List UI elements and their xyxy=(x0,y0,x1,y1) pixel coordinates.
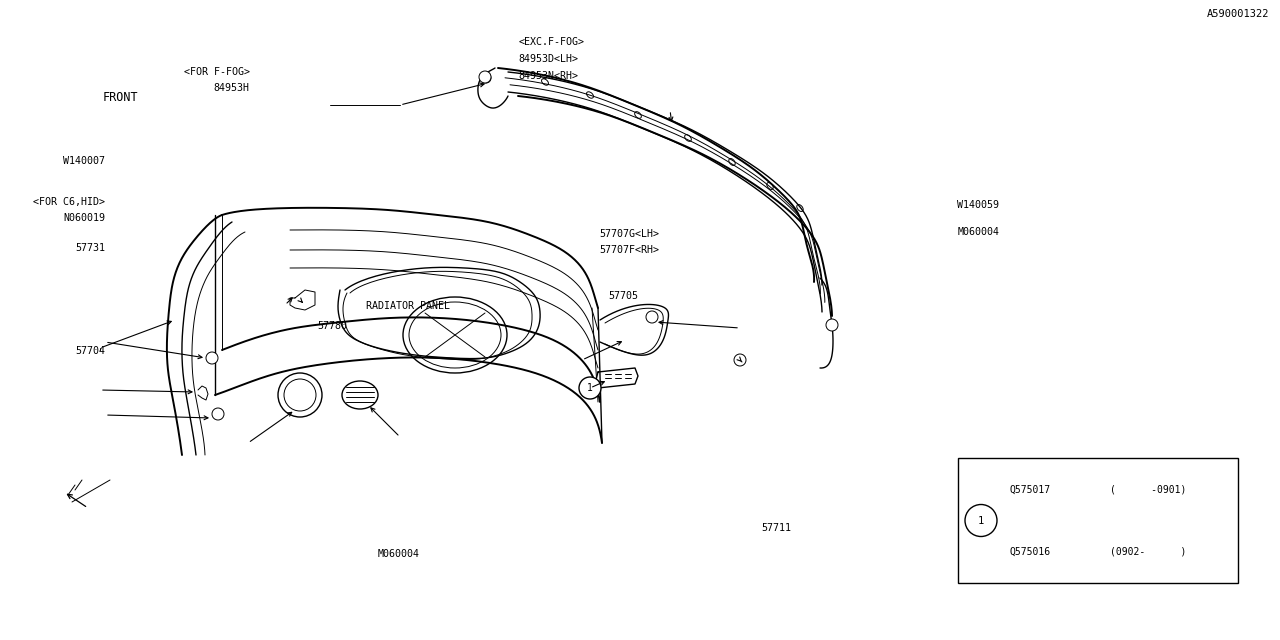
Text: (      -0901): ( -0901) xyxy=(1110,484,1187,494)
Text: (0902-      ): (0902- ) xyxy=(1110,547,1187,557)
Text: 84953D<LH>: 84953D<LH> xyxy=(518,54,579,64)
Text: M060004: M060004 xyxy=(957,227,1000,237)
Text: <EXC.F-FOG>: <EXC.F-FOG> xyxy=(518,37,585,47)
Text: 84953N<RH>: 84953N<RH> xyxy=(518,70,579,81)
Text: W140059: W140059 xyxy=(957,200,1000,210)
Text: 1: 1 xyxy=(978,515,984,525)
Circle shape xyxy=(206,352,218,364)
Text: 57704: 57704 xyxy=(76,346,105,356)
Text: 57780: 57780 xyxy=(317,321,347,332)
Text: <FOR C6,HID>: <FOR C6,HID> xyxy=(33,196,105,207)
Text: <FOR F-FOG>: <FOR F-FOG> xyxy=(183,67,250,77)
Text: A590001322: A590001322 xyxy=(1207,9,1270,19)
Circle shape xyxy=(483,75,489,81)
Text: Q575017: Q575017 xyxy=(1009,484,1050,494)
Circle shape xyxy=(579,377,602,399)
Text: 57711: 57711 xyxy=(762,523,791,533)
Text: Q575016: Q575016 xyxy=(1009,547,1050,557)
Text: RADIATOR PANEL: RADIATOR PANEL xyxy=(366,301,451,311)
Text: M060004: M060004 xyxy=(378,548,420,559)
Circle shape xyxy=(479,71,492,83)
Text: 84953H: 84953H xyxy=(214,83,250,93)
Circle shape xyxy=(212,408,224,420)
Text: 57707F<RH>: 57707F<RH> xyxy=(599,244,659,255)
Text: FRONT: FRONT xyxy=(102,91,138,104)
Circle shape xyxy=(646,311,658,323)
Text: 1: 1 xyxy=(588,383,593,393)
Text: W140007: W140007 xyxy=(63,156,105,166)
Text: 57707G<LH>: 57707G<LH> xyxy=(599,228,659,239)
Text: N060019: N060019 xyxy=(63,212,105,223)
Bar xyxy=(957,458,1238,583)
Circle shape xyxy=(733,354,746,366)
Circle shape xyxy=(826,319,838,331)
Text: 57705: 57705 xyxy=(608,291,637,301)
Text: 57731: 57731 xyxy=(76,243,105,253)
